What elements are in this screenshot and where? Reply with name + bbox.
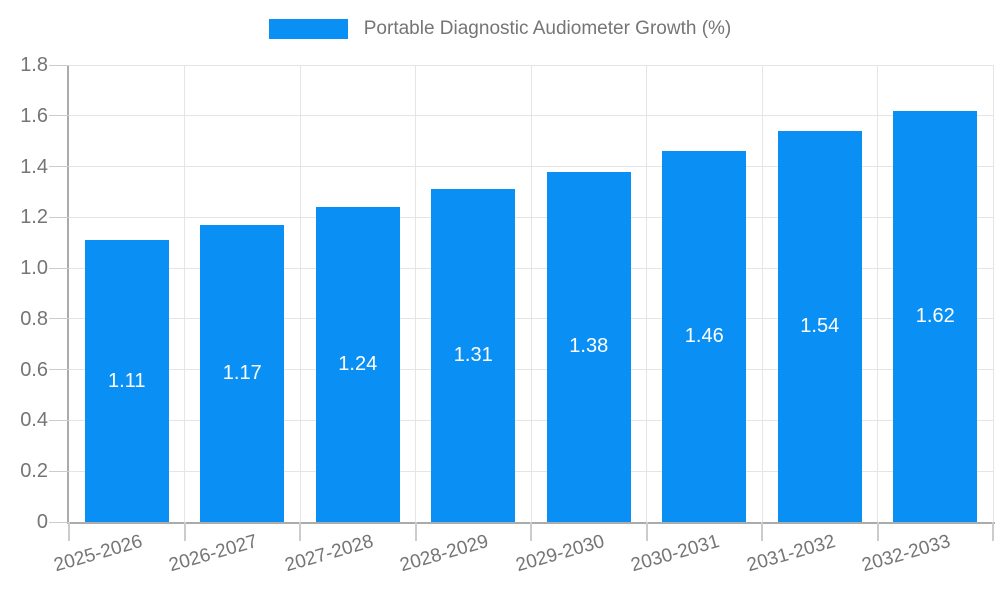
bar-value-label: 1.11 bbox=[108, 369, 146, 392]
y-axis-tick bbox=[49, 470, 69, 472]
y-tick-label: 1.4 bbox=[20, 155, 48, 178]
x-axis-tick bbox=[761, 522, 763, 541]
bar[interactable]: 1.17 bbox=[200, 224, 285, 522]
x-axis-tick bbox=[645, 522, 648, 541]
x-axis-tick bbox=[68, 522, 70, 541]
gridline-vertical bbox=[877, 65, 878, 522]
bar[interactable]: 1.11 bbox=[84, 240, 169, 522]
y-tick-label: 1.0 bbox=[20, 257, 48, 280]
y-axis-tick bbox=[49, 318, 69, 320]
y-axis-line bbox=[67, 65, 69, 522]
bar[interactable]: 1.31 bbox=[431, 189, 516, 522]
y-tick-label: 1.2 bbox=[20, 206, 48, 229]
x-axis-tick bbox=[992, 522, 994, 541]
gridline-vertical bbox=[184, 65, 185, 522]
gridline-vertical bbox=[992, 65, 994, 522]
gridline-vertical bbox=[299, 65, 301, 522]
gridline-vertical bbox=[761, 65, 763, 522]
x-axis-tick bbox=[414, 522, 417, 541]
x-axis-tick bbox=[530, 522, 532, 541]
plot-area: 0 0.2 0.4 0.6 0.8 1.0 1.2 1.4 1.6 1.8 1.11 2025-202… bbox=[20, 54, 995, 576]
y-axis-tick bbox=[49, 115, 69, 117]
bar[interactable]: 1.62 bbox=[893, 110, 978, 522]
y-axis-tick bbox=[49, 267, 69, 269]
y-axis-tick bbox=[49, 64, 69, 66]
y-axis-tick bbox=[49, 216, 69, 218]
legend-label: Portable Diagnostic Audiometer Growth (%… bbox=[363, 18, 732, 39]
bar[interactable]: 1.54 bbox=[777, 131, 862, 522]
gridline-vertical bbox=[646, 65, 647, 522]
gridline-vertical bbox=[415, 65, 416, 522]
bar-value-label: 1.54 bbox=[800, 314, 840, 337]
y-tick-label: 0.6 bbox=[20, 358, 48, 381]
bar-value-label: 1.17 bbox=[222, 361, 262, 384]
y-axis-tick bbox=[49, 419, 69, 421]
legend-item[interactable]: Portable Diagnostic Audiometer Growth (%… bbox=[0, 18, 1000, 40]
y-tick-label: 0 bbox=[36, 511, 48, 533]
y-axis-tick bbox=[49, 521, 69, 523]
gridline-vertical bbox=[530, 65, 532, 522]
x-axis-tick bbox=[876, 522, 879, 541]
bar[interactable]: 1.46 bbox=[662, 151, 747, 522]
bar-value-label: 1.24 bbox=[338, 353, 378, 376]
y-axis-tick bbox=[49, 166, 69, 168]
bar[interactable]: 1.24 bbox=[315, 207, 400, 522]
y-axis-tick bbox=[49, 369, 69, 371]
y-tick-label: 0.8 bbox=[20, 307, 48, 330]
y-tick-label: 1.8 bbox=[20, 54, 48, 76]
bar-value-label: 1.62 bbox=[915, 304, 955, 327]
y-tick-label: 1.6 bbox=[20, 104, 48, 127]
bar-value-label: 1.38 bbox=[569, 335, 609, 358]
bar-value-label: 1.46 bbox=[684, 325, 724, 348]
y-tick-label: 0.2 bbox=[20, 460, 48, 483]
x-axis-tick bbox=[299, 522, 301, 541]
bar[interactable]: 1.38 bbox=[546, 171, 631, 522]
x-axis-tick bbox=[183, 522, 186, 541]
bar-value-label: 1.31 bbox=[453, 344, 493, 367]
legend-swatch bbox=[268, 19, 348, 39]
y-tick-label: 0.4 bbox=[20, 409, 48, 432]
